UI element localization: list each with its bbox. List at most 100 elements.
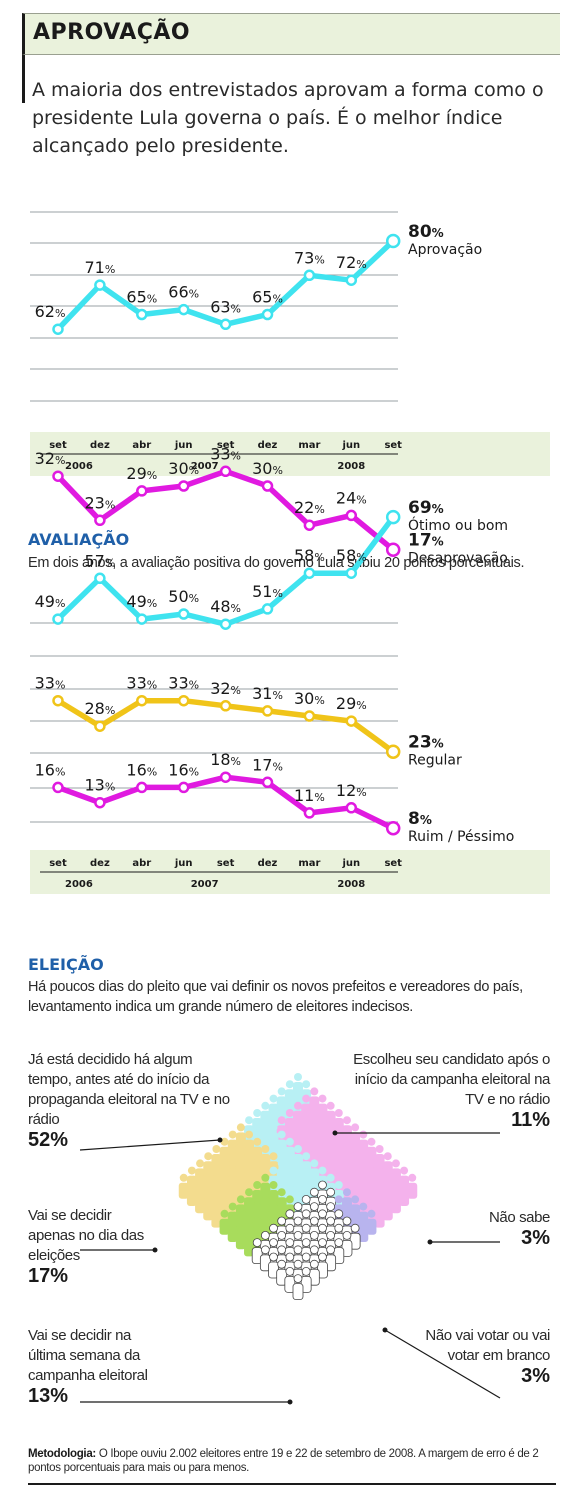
person-head (375, 1145, 384, 1153)
person-head (187, 1166, 196, 1175)
person-head (342, 1116, 351, 1125)
person-body (366, 1218, 377, 1235)
person-head (342, 1145, 351, 1153)
label-ultima-semana-pct: 13% (28, 1385, 69, 1407)
series-2-point-7 (345, 802, 358, 814)
person-head (261, 1173, 270, 1182)
person-head (187, 1181, 196, 1189)
person-body (390, 1197, 401, 1214)
person-head (269, 1109, 278, 1117)
person-head (236, 1123, 245, 1132)
person-icon (195, 1188, 206, 1214)
person-icon (399, 1181, 410, 1206)
person-head (277, 1245, 287, 1255)
person-head (318, 1123, 327, 1132)
series-0-point-0 (52, 613, 64, 625)
person-head (326, 1159, 335, 1168)
person-head (277, 1230, 287, 1240)
person-head (285, 1080, 294, 1089)
series-2-point-4 (219, 771, 232, 783)
person-head (342, 1188, 351, 1197)
person-head (261, 1145, 270, 1153)
person-head (293, 1202, 303, 1212)
label-branco-text: Não vai votar ou vai votar em branco (425, 1327, 550, 1364)
person-head (326, 1116, 335, 1125)
person-head (318, 1152, 327, 1161)
person-head (261, 1202, 270, 1211)
person-head (302, 1181, 311, 1189)
person-icon (333, 1238, 345, 1265)
person-head (261, 1217, 270, 1225)
year-label-1: 2007 (191, 461, 219, 472)
person-head (285, 1223, 295, 1233)
series-0-point-7 (345, 567, 358, 579)
month-label-3: jun (174, 440, 193, 451)
month-label-5: dez (258, 440, 278, 451)
person-head (342, 1230, 352, 1240)
person-head (293, 1216, 303, 1226)
series-0-label-7: 72% (336, 253, 367, 272)
pointer-line-0 (79, 1139, 221, 1151)
person-head (245, 1217, 254, 1225)
person-head (318, 1094, 327, 1103)
person-head (228, 1173, 237, 1182)
person-head (245, 1202, 254, 1211)
person-head (285, 1209, 295, 1219)
person-icon (366, 1209, 377, 1235)
left-rule (22, 55, 25, 103)
series-1-point-7 (345, 509, 358, 522)
series-1-label-5: 30% (252, 459, 283, 478)
series-1-label-8: 17% (408, 531, 444, 551)
person-head (277, 1101, 286, 1110)
person-head (245, 1145, 254, 1153)
person-head (375, 1202, 384, 1211)
series-2-label-2: 16% (126, 760, 157, 779)
series-0-label-5: 65% (252, 288, 283, 307)
series-1-point-3 (177, 694, 190, 707)
person-icon (244, 1231, 255, 1257)
person-head (391, 1159, 400, 1168)
person-head (277, 1087, 286, 1096)
month-label-6: mar (298, 440, 320, 451)
person-head (334, 1181, 343, 1189)
person-head (294, 1116, 302, 1125)
person-icon (374, 1202, 385, 1228)
person-head (367, 1152, 376, 1161)
person-body (227, 1226, 238, 1242)
series-1-label-4: 32% (210, 679, 241, 698)
person-icon (219, 1209, 230, 1235)
person-head (245, 1173, 254, 1182)
person-head (301, 1194, 311, 1204)
series-1-label-2: 29% (126, 464, 157, 483)
person-head (334, 1152, 343, 1161)
person-head (294, 1073, 302, 1081)
month-label-5: dez (258, 858, 278, 869)
person-head (302, 1166, 311, 1175)
person-head (383, 1195, 392, 1204)
title-bar: APROVAÇÃO (22, 13, 560, 55)
person-head (310, 1087, 319, 1096)
series-0-point-8 (385, 509, 401, 525)
person-head (212, 1159, 221, 1168)
person-head (342, 1173, 351, 1182)
person-head (285, 1166, 294, 1175)
person-head (334, 1166, 343, 1175)
bottom-rule (28, 1483, 556, 1485)
series-0-name: Ótimo ou bom (408, 516, 508, 534)
person-icon (227, 1217, 238, 1242)
person-head (236, 1209, 245, 1218)
person-head (293, 1230, 303, 1240)
intro-text: A maioria dos entrevistados aprovam a fo… (32, 79, 544, 157)
series-1-point-0 (52, 470, 64, 482)
person-head (375, 1173, 384, 1182)
person-head (245, 1116, 254, 1125)
person-head (269, 1252, 278, 1262)
series-0-label-3: 66% (168, 283, 199, 302)
series-2-label-4: 18% (210, 750, 241, 769)
label-escolheu: Escolheu seu candidato após o início da … (340, 1050, 550, 1130)
person-head (277, 1173, 286, 1182)
series-1-point-2 (136, 485, 148, 497)
person-head (309, 1230, 319, 1240)
person-head (285, 1152, 294, 1161)
person-head (294, 1173, 302, 1182)
